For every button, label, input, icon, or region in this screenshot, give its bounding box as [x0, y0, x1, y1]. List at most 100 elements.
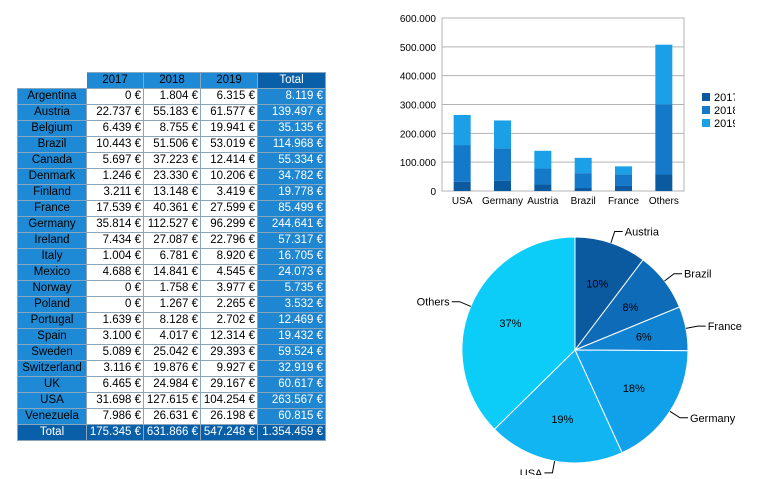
y-tick-label: 300.000	[400, 101, 437, 112]
cell-2017: 31.698 €	[86, 392, 144, 409]
pie-percent-france: 6%	[636, 332, 652, 344]
cell-2018: 40.361 €	[143, 200, 201, 217]
row-label: Norway	[17, 280, 87, 297]
row-label: Poland	[17, 296, 87, 313]
legend-swatch-2018	[702, 106, 710, 114]
bar-2017-austria	[534, 184, 552, 191]
pie-percent-brazil: 8%	[623, 302, 639, 314]
table-corner	[17, 72, 87, 89]
pie-slice-germany	[574, 349, 689, 454]
cell-2019: 3.977 €	[200, 280, 258, 297]
pie-label-austria: Austria	[625, 226, 660, 238]
bar-2019-germany	[494, 120, 511, 149]
cell-total: 244.641 €	[257, 216, 326, 233]
column-header-2018: 2018	[143, 72, 201, 89]
legend-label-2017: 2017	[714, 92, 735, 104]
cell-2017: 1.639 €	[86, 312, 144, 329]
column-header-2019: 2019	[200, 72, 258, 89]
x-tick-label: Germany	[482, 196, 523, 207]
cell-2018: 25.042 €	[143, 344, 201, 361]
legend-swatch-2017	[702, 93, 710, 101]
row-label: Spain	[17, 328, 87, 345]
pie-label-usa: USA	[520, 468, 543, 475]
cell-2018: 6.781 €	[143, 248, 201, 265]
cell-2019: 22.796 €	[200, 232, 258, 249]
cell-2018: 631.866 €	[143, 424, 201, 441]
cell-2017: 5.697 €	[86, 152, 144, 169]
table-row: Portugal 1.639 €8.128 €2.702 €12.469 €	[17, 312, 326, 329]
pie-leader-line	[664, 273, 682, 282]
cell-2019: 6.315 €	[200, 88, 258, 105]
cell-2019: 8.920 €	[200, 248, 258, 265]
pie-chart: 10% Austria 8% Brazil 6% France 18% Germany 19% U…	[417, 226, 742, 475]
pie-leader-line	[685, 325, 706, 329]
y-tick-label: 600.000	[400, 14, 437, 25]
pie-percent-others: 37%	[499, 318, 521, 330]
bar-2018-germany	[494, 148, 511, 181]
cell-total: 16.705 €	[257, 248, 326, 265]
bar-2018-usa	[453, 145, 471, 182]
cell-2019: 9.927 €	[200, 360, 258, 377]
table-row: France 17.539 €40.361 €27.599 €85.499 €	[17, 200, 326, 217]
cell-2019: 19.941 €	[200, 120, 258, 137]
bar-2018-brazil	[574, 173, 592, 188]
legend-label-2018: 2018	[714, 105, 735, 117]
cell-total: 3.532 €	[257, 296, 326, 313]
pie-leader-line	[544, 461, 556, 474]
cell-2017: 3.211 €	[86, 184, 144, 201]
cell-2018: 1.758 €	[143, 280, 201, 297]
row-label: Mexico	[17, 264, 87, 281]
row-label: France	[17, 200, 87, 217]
bar-2017-brazil	[574, 187, 592, 191]
cell-total: 12.469 €	[257, 312, 326, 329]
table-row: Austria 22.737 €55.183 €61.577 €139.497 €	[17, 104, 326, 121]
cell-2017: 0 €	[86, 88, 144, 105]
cell-2018: 8.128 €	[143, 312, 201, 329]
cell-2019: 29.167 €	[200, 376, 258, 393]
cell-2019: 104.254 €	[200, 392, 258, 409]
table-total-row: Total 175.345 €631.866 €547.248 €1.354.45…	[17, 424, 326, 441]
cell-2019: 3.419 €	[200, 184, 258, 201]
cell-total: 35.135 €	[257, 120, 326, 137]
x-tick-label: Austria	[527, 196, 559, 207]
y-tick-label: 400.000	[400, 72, 437, 83]
x-tick-label: Brazil	[571, 196, 596, 207]
cell-2017: 175.345 €	[86, 424, 144, 441]
x-tick-label: France	[608, 196, 640, 207]
pie-leader-line	[610, 231, 623, 244]
table-row: Finland 3.211 €13.148 €3.419 €19.778 €	[17, 184, 326, 201]
table-row: Brazil 10.443 €51.506 €53.019 €114.968 €	[17, 136, 326, 153]
x-tick-label: Others	[649, 196, 679, 207]
table-row: UK 6.465 €24.984 €29.167 €60.617 €	[17, 376, 326, 393]
pie-label-france: France	[708, 321, 742, 333]
row-label: USA	[17, 392, 87, 409]
cell-total: 60.815 €	[257, 408, 326, 425]
pie-percent-austria: 10%	[586, 279, 608, 291]
cell-2018: 4.017 €	[143, 328, 201, 345]
table-row: Canada 5.697 €37.223 €12.414 €55.334 €	[17, 152, 326, 169]
cell-2017: 4.688 €	[86, 264, 144, 281]
bar-2018-others	[655, 104, 673, 175]
column-header-total: Total	[257, 72, 326, 89]
x-tick-label: USA	[452, 196, 473, 207]
cell-2019: 12.414 €	[200, 152, 258, 169]
cell-2017: 1.246 €	[86, 168, 144, 185]
table-row: Germany 35.814 €112.527 €96.299 €244.641 …	[17, 216, 326, 233]
bar-2019-usa	[453, 115, 471, 146]
row-label: Canada	[17, 152, 87, 169]
bar-2017-usa	[453, 181, 471, 191]
row-label: UK	[17, 376, 87, 393]
cell-2017: 35.814 €	[86, 216, 144, 233]
row-label: Belgium	[17, 120, 87, 137]
row-label: Total	[17, 424, 87, 441]
cell-2017: 7.986 €	[86, 408, 144, 425]
cell-2017: 5.089 €	[86, 344, 144, 361]
cell-total: 5.735 €	[257, 280, 326, 297]
cell-total: 8.119 €	[257, 88, 326, 105]
column-header-2017: 2017	[86, 72, 144, 89]
cell-2018: 51.506 €	[143, 136, 201, 153]
y-tick-label: 500.000	[400, 43, 437, 54]
bar-2019-others	[655, 44, 673, 105]
cell-2018: 27.087 €	[143, 232, 201, 249]
table-row: Ireland 7.434 €27.087 €22.796 €57.317 €	[17, 232, 326, 249]
